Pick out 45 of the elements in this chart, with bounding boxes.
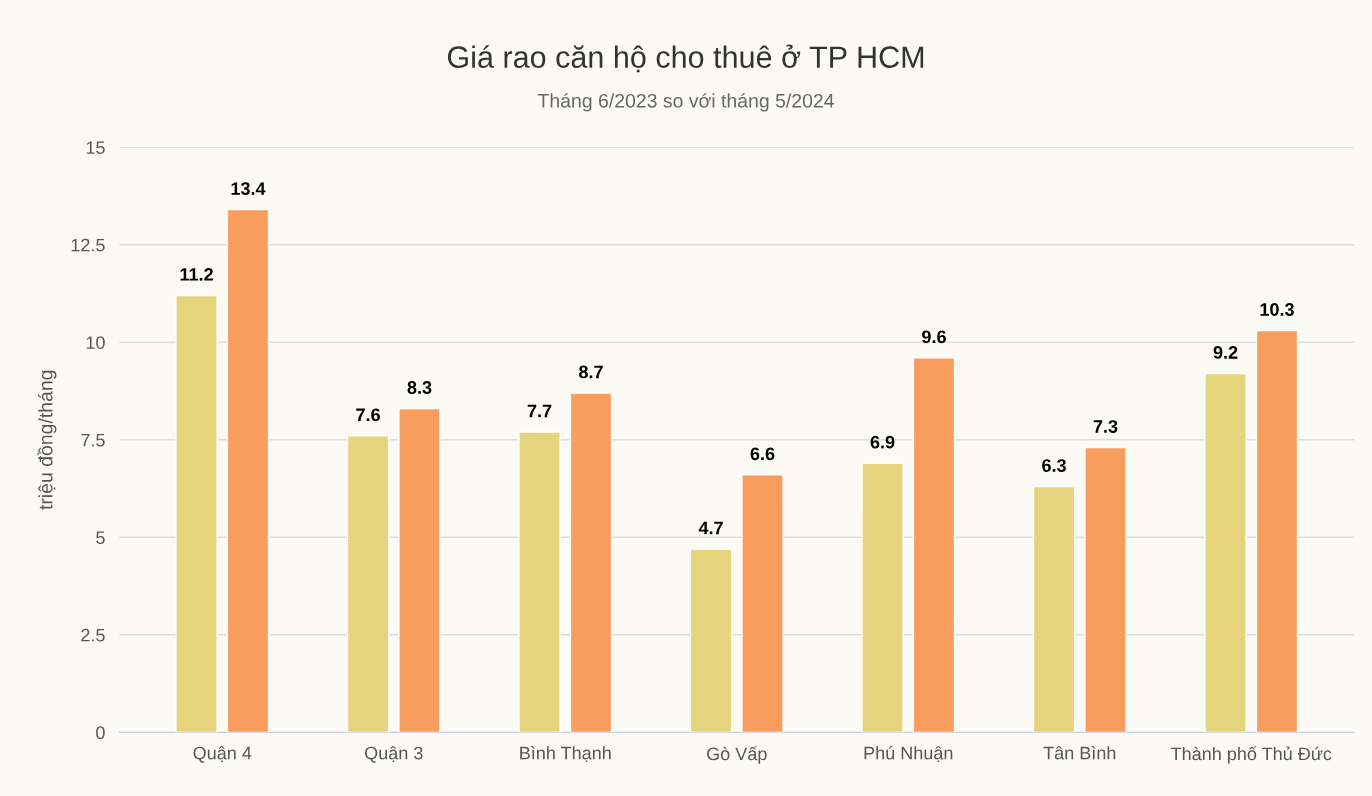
x-tick-label: Quận 3 bbox=[365, 746, 423, 763]
y-tick-label: 10 bbox=[86, 336, 105, 349]
x-tick-label: Bình Thạnh bbox=[520, 746, 611, 763]
bar bbox=[175, 294, 218, 733]
data-label: 7.7 bbox=[527, 404, 552, 418]
bar bbox=[1084, 446, 1127, 733]
bar bbox=[346, 435, 390, 733]
x-tick-label: Phú Nhuận bbox=[864, 746, 953, 763]
bar bbox=[569, 392, 613, 733]
data-label: 4.7 bbox=[698, 521, 723, 535]
bar bbox=[1255, 329, 1299, 733]
y-tick-label: 12.5 bbox=[71, 238, 105, 252]
bar bbox=[861, 462, 904, 733]
data-label: 9.6 bbox=[922, 330, 946, 344]
y-tick-label: 15 bbox=[86, 141, 105, 154]
y-tick-label: 5 bbox=[96, 531, 105, 545]
bar bbox=[741, 474, 784, 733]
x-tick-label: Quận 4 bbox=[193, 746, 252, 763]
data-label: 6.6 bbox=[750, 447, 775, 461]
data-label: 6.9 bbox=[870, 435, 895, 449]
bar bbox=[912, 357, 956, 733]
x-tick-label: Gò Vấp bbox=[707, 746, 767, 764]
data-label: 7.3 bbox=[1093, 420, 1118, 433]
data-label: 8.7 bbox=[579, 365, 603, 379]
bar bbox=[1204, 372, 1247, 733]
data-label: 11.2 bbox=[180, 268, 213, 281]
bar bbox=[518, 431, 561, 733]
data-label: 13.4 bbox=[231, 182, 266, 196]
data-label: 10.3 bbox=[1260, 303, 1294, 316]
x-tick-label: Thành phố Thủ Đức bbox=[1171, 746, 1332, 764]
y-axis-title: triệu đồng/tháng bbox=[37, 370, 57, 510]
bar bbox=[1032, 485, 1076, 733]
bar bbox=[689, 548, 733, 733]
chart-title: Giá rao căn hộ cho thuê ở TP HCM bbox=[447, 44, 924, 73]
data-label: 8.3 bbox=[407, 381, 432, 394]
data-label: 7.6 bbox=[356, 408, 380, 422]
data-label: 6.3 bbox=[1042, 459, 1066, 472]
x-tick-label: Tân Bình bbox=[1043, 746, 1116, 760]
data-label: 9.2 bbox=[1213, 346, 1238, 359]
y-tick-label: 0 bbox=[96, 726, 105, 740]
y-tick-label: 2.5 bbox=[81, 628, 105, 642]
y-tick-label: 7.5 bbox=[81, 433, 105, 447]
bar bbox=[226, 208, 270, 733]
bar bbox=[398, 407, 441, 733]
chart-subtitle: Tháng 6/2023 so với tháng 5/2024 bbox=[537, 93, 834, 112]
